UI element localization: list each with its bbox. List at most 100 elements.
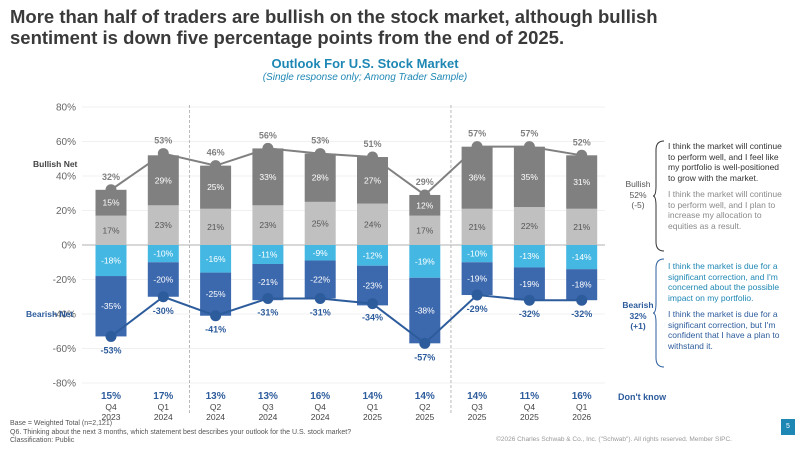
bar-segment: [409, 245, 441, 278]
bar-data-label: -38%: [415, 306, 435, 316]
x-tick-quarter: Q4: [315, 402, 327, 412]
bar-data-label: -19%: [519, 279, 539, 289]
bearish-quotes: I think the market is due for a signific…: [668, 261, 788, 357]
bearish-net-point: [419, 337, 431, 349]
y-tick-label: 80%: [56, 103, 76, 114]
y-tick-label: 20%: [56, 206, 76, 217]
dont-know-value: 11%: [520, 391, 540, 402]
x-tick-year: 2026: [572, 412, 591, 422]
bar-segment: [252, 205, 284, 245]
y-tick-label: -40%: [53, 310, 76, 321]
bar-segment: [304, 201, 336, 245]
bar-data-label: 33%: [259, 172, 276, 182]
x-tick-year: 2023: [102, 412, 121, 422]
dont-know-value: 14%: [362, 391, 382, 402]
bullish-net-label: 53%: [154, 136, 172, 146]
bar-data-label: 27%: [364, 175, 381, 185]
bullish-net-point: [210, 160, 222, 172]
bar-data-label: 29%: [155, 175, 172, 185]
bullish-net-label: 29%: [416, 177, 434, 187]
bar-segment: [200, 272, 232, 316]
bearish-net-label: -34%: [362, 313, 383, 323]
bullish-net-label: 46%: [207, 148, 225, 158]
bullish-net-label: 53%: [311, 136, 329, 146]
bar-segment: [409, 215, 441, 245]
bullish-brace: [652, 140, 665, 252]
bar-data-label: 25%: [207, 182, 224, 192]
bar-data-label: 24%: [364, 219, 381, 229]
copyright: ©2026 Charles Schwab & Co., Inc. ("Schwa…: [496, 436, 732, 443]
dont-know-value: 16%: [310, 391, 330, 402]
bearish-net-point: [471, 289, 483, 301]
bar-data-label: -13%: [519, 251, 539, 261]
dont-know-value: 16%: [572, 391, 592, 402]
bearish-net-label: -57%: [414, 352, 435, 362]
chart-title: Outlook For U.S. Stock Market: [271, 56, 459, 71]
bearish-summary-pct: 32%: [629, 310, 647, 321]
bullish-summary: Bullish 52% (-5): [616, 179, 660, 211]
bar-segment: [461, 208, 493, 245]
bullish-net-label: 57%: [520, 129, 538, 139]
bar-data-label: -18%: [101, 256, 121, 266]
bearish-net-label: -30%: [153, 306, 174, 316]
bearish-net-label: -32%: [519, 309, 540, 319]
bullish-quotes: I think the market will continue to perf…: [668, 141, 788, 237]
bar-data-label: -21%: [258, 277, 278, 287]
x-tick-year: 2025: [415, 412, 434, 422]
bar-data-label: 25%: [312, 218, 329, 228]
bearish-net-point: [523, 294, 535, 306]
x-tick-year: 2025: [520, 412, 539, 422]
footer-classification: Classification: Public: [10, 437, 75, 444]
bar-data-label: -14%: [572, 252, 592, 262]
footer-base: Base = Weighted Total (n=2,121): [10, 420, 113, 427]
bar-segment: [252, 245, 284, 264]
x-tick-year: 2024: [154, 412, 173, 422]
bar-data-label: 21%: [469, 222, 486, 232]
x-tick-quarter: Q2: [210, 402, 222, 412]
bullish-net-point: [157, 148, 169, 160]
bar-data-label: -9%: [313, 248, 329, 258]
bar-segment: [357, 203, 388, 245]
bar-data-label: -10%: [467, 249, 487, 259]
bar-data-label: -22%: [310, 275, 330, 285]
bearish-net-label: -29%: [467, 304, 488, 314]
bullish-quote-1: I think the market will continue to perf…: [668, 141, 782, 183]
bar-segment: [513, 146, 545, 208]
x-tick-year: 2024: [258, 412, 277, 422]
footer: Base = Weighted Total (n=2,121) Q6. Thin…: [10, 420, 351, 446]
bar-segment: [200, 245, 232, 273]
bar-data-label: 23%: [259, 220, 276, 230]
bar-data-label: 21%: [207, 222, 224, 232]
dont-know-value: 14%: [467, 391, 487, 402]
y-tick-label: 0%: [62, 241, 77, 252]
x-tick-year: 2024: [311, 412, 330, 422]
x-tick-quarter: Q4: [105, 402, 117, 412]
bearish-net-label: -41%: [205, 325, 226, 335]
dont-know-value: 14%: [415, 391, 435, 402]
x-tick-quarter: Q3: [471, 402, 483, 412]
bullish-net-label: 52%: [573, 137, 591, 147]
dont-know-value: 13%: [258, 391, 278, 402]
bar-data-label: -10%: [153, 249, 173, 259]
bar-data-label: 35%: [521, 172, 538, 182]
y-tick-label: -20%: [53, 275, 76, 286]
dont-know-label: Don't know: [618, 392, 667, 402]
bar-segment: [95, 215, 127, 245]
bar-data-label: -12%: [363, 250, 383, 260]
dont-know-value: 15%: [101, 391, 121, 402]
bar-data-label: -18%: [572, 280, 592, 290]
bar-data-label: 23%: [155, 220, 172, 230]
bar-data-label: -16%: [206, 254, 226, 264]
bar-segment: [147, 262, 179, 297]
bar-data-label: 17%: [102, 225, 119, 235]
bar-segment: [513, 207, 545, 245]
bar-data-label: -20%: [153, 275, 173, 285]
headline: More than half of traders are bullish on…: [10, 6, 658, 48]
bearish-summary-label: Bearish: [622, 300, 654, 310]
x-tick-year: 2025: [363, 412, 382, 422]
bar-segment: [566, 208, 598, 245]
bar-segment: [200, 208, 232, 245]
bar-data-label: -11%: [258, 249, 278, 259]
bearish-net-label: -31%: [310, 307, 331, 317]
